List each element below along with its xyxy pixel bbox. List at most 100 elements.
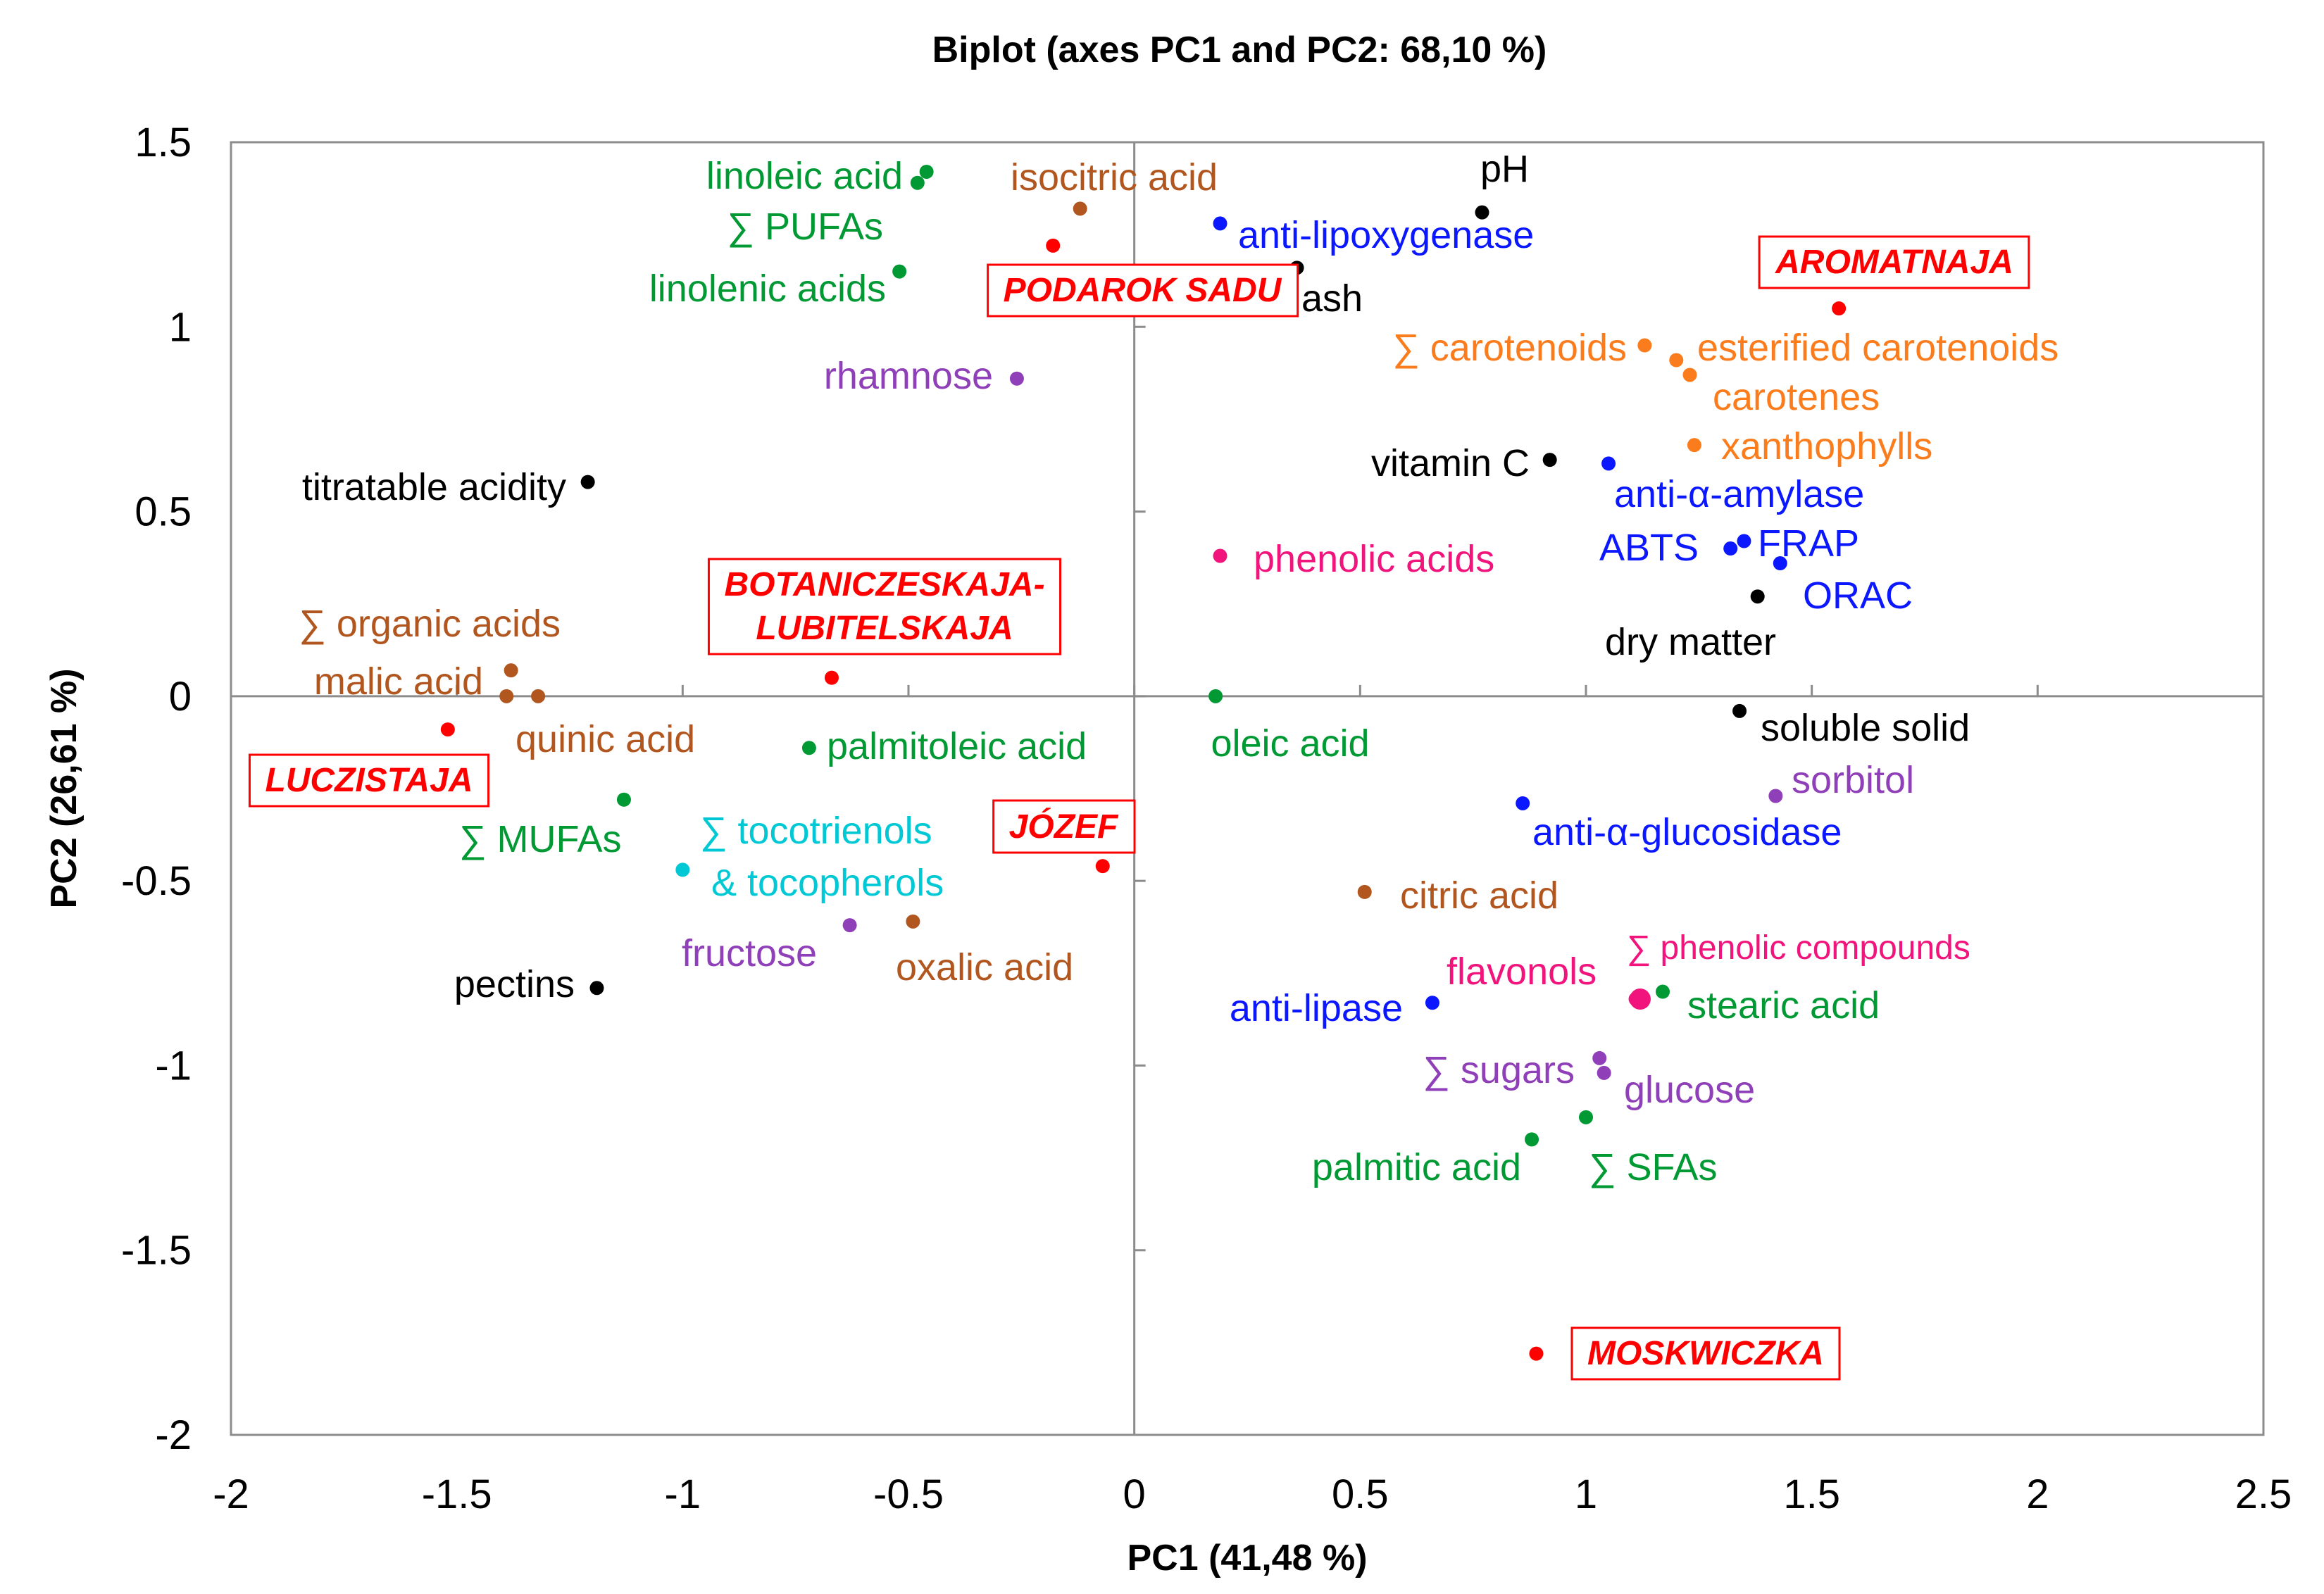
data-point-label: ash <box>1301 277 1363 320</box>
cultivar-points: PODAROK SADU AROMATNAJA BOTANICZESKAJA- LUB… <box>248 235 2030 1381</box>
cultivar-label: LUCZISTAJA <box>265 762 473 799</box>
y-tick-label: -1 <box>155 1043 192 1088</box>
data-point <box>1208 689 1223 703</box>
data-point <box>499 689 514 703</box>
cultivar-point <box>1046 238 1061 253</box>
data-point-label: oxalic acid <box>896 946 1073 989</box>
data-point <box>1628 992 1643 1007</box>
data-point-label: linoleic acid <box>706 155 903 197</box>
cultivar-label-box <box>992 799 1136 854</box>
data-point-label: isocitric acid <box>1011 156 1218 199</box>
data-point <box>919 164 934 179</box>
data-point <box>892 264 907 279</box>
data-point-label: vitamin C <box>1371 442 1530 484</box>
x-tick-label: 1 <box>1575 1471 1597 1517</box>
data-point-label: pH <box>1480 148 1529 190</box>
data-point-label: palmitoleic acid <box>827 725 1087 767</box>
cultivar-label-box <box>987 263 1299 318</box>
data-point-label: ABTS <box>1599 527 1699 569</box>
cultivar-point <box>1832 301 1847 316</box>
data-point-label: ORAC <box>1803 575 1913 617</box>
x-tick-label: 0 <box>1123 1471 1146 1517</box>
cultivar-label-group: AROMATNAJA <box>1758 235 2030 289</box>
y-tick-label: -2 <box>155 1412 192 1458</box>
data-point <box>1592 1050 1607 1065</box>
data-point <box>1669 353 1684 368</box>
data-point-label: ∑ MUFAs <box>459 818 622 860</box>
x-axis-label: PC1 (41,48 %) <box>1127 1538 1367 1579</box>
cultivar-point <box>1529 1346 1544 1361</box>
cultivar-label-group: MOSKWICZKA <box>1570 1326 1841 1381</box>
x-tick-label: -2 <box>213 1471 249 1517</box>
data-point <box>1773 556 1787 571</box>
data-point-label: ∑ organic acids <box>299 603 561 645</box>
data-point <box>1213 216 1227 231</box>
data-point <box>906 914 920 929</box>
data-point <box>675 862 690 877</box>
cultivar-point <box>440 722 455 737</box>
data-point <box>801 741 816 755</box>
cultivar-label: MOSKWICZKA <box>1587 1335 1824 1372</box>
data-point-label: fructose <box>682 932 817 974</box>
cultivar-point <box>824 670 839 685</box>
y-axis-label: PC2 (26,61 %) <box>44 668 85 908</box>
data-point <box>1009 371 1024 386</box>
data-point <box>531 689 546 703</box>
data-point-label: flavonols <box>1447 950 1597 993</box>
cultivar-label: JÓZEF <box>1009 808 1119 846</box>
data-point-label: xanthophylls <box>1721 425 1932 467</box>
data-point-label: sorbitol <box>1792 759 1914 801</box>
chart-title: Biplot (axes PC1 and PC2: 68,10 %) <box>932 30 1547 70</box>
data-point <box>1597 1065 1611 1080</box>
data-point <box>1732 703 1747 718</box>
data-point <box>1213 548 1227 563</box>
x-tick-label: 1.5 <box>1783 1471 1840 1517</box>
y-tick-label: 1 <box>169 304 192 350</box>
data-point <box>580 475 595 489</box>
data-point-label: quinic acid <box>516 718 695 760</box>
data-point <box>1525 1132 1539 1147</box>
data-point-label: linolenic acids <box>649 268 886 310</box>
data-point <box>842 918 857 933</box>
cultivar-label-group: JÓZEF <box>992 799 1136 854</box>
data-point <box>1475 205 1489 220</box>
tick-labels: -2 -1.5 -1 -0.5 0 0.5 1 1.5 2 2.5 -2 -1.5 -1 -0.5 0 0.5… <box>121 120 2292 1517</box>
cultivar-label: AROMATNAJA <box>1775 244 2013 281</box>
data-point <box>1516 796 1530 810</box>
data-point-label: soluble solid <box>1761 707 1970 749</box>
x-tick-label: -1 <box>665 1471 701 1517</box>
data-point <box>1425 996 1439 1010</box>
data-point-label: FRAP <box>1758 522 1859 565</box>
cultivar-label-group: BOTANICZESKAJA- LUBITELSKAJA <box>707 558 1062 655</box>
data-point <box>1687 438 1701 453</box>
data-point <box>1073 201 1087 216</box>
data-point <box>1750 589 1765 604</box>
data-point <box>1656 984 1670 999</box>
data-point <box>910 175 925 190</box>
data-point-label: ∑ tocotrienols <box>700 810 932 852</box>
data-point <box>1357 884 1372 899</box>
axes <box>230 141 2265 1436</box>
cultivar-label-box <box>707 558 1062 655</box>
cultivar-label: BOTANICZESKAJA- <box>724 566 1044 603</box>
data-point-label: anti-α-amylase <box>1614 473 1864 515</box>
data-point-label: dry matter <box>1605 621 1776 663</box>
x-tick-label: 0.5 <box>1332 1471 1389 1517</box>
data-point <box>1723 541 1738 556</box>
x-tick-label: -1.5 <box>422 1471 492 1517</box>
cultivar-label-box <box>1758 235 2030 289</box>
data-point-label: ∑ PUFAs <box>727 206 883 248</box>
plot-area-frame <box>230 141 2265 1436</box>
data-point-label: glucose <box>1624 1069 1755 1111</box>
cultivar-label: LUBITELSKAJA <box>756 610 1013 647</box>
data-point <box>1637 338 1652 353</box>
data-point-label: oleic acid <box>1211 722 1369 765</box>
data-point-label: pectins <box>454 963 575 1005</box>
data-point <box>1579 1110 1593 1124</box>
y-tick-label: 0 <box>169 674 192 720</box>
data-point-label: ∑ phenolic compounds <box>1627 929 1970 967</box>
data-point-label: palmitic acid <box>1312 1146 1521 1188</box>
data-point <box>1542 453 1557 467</box>
